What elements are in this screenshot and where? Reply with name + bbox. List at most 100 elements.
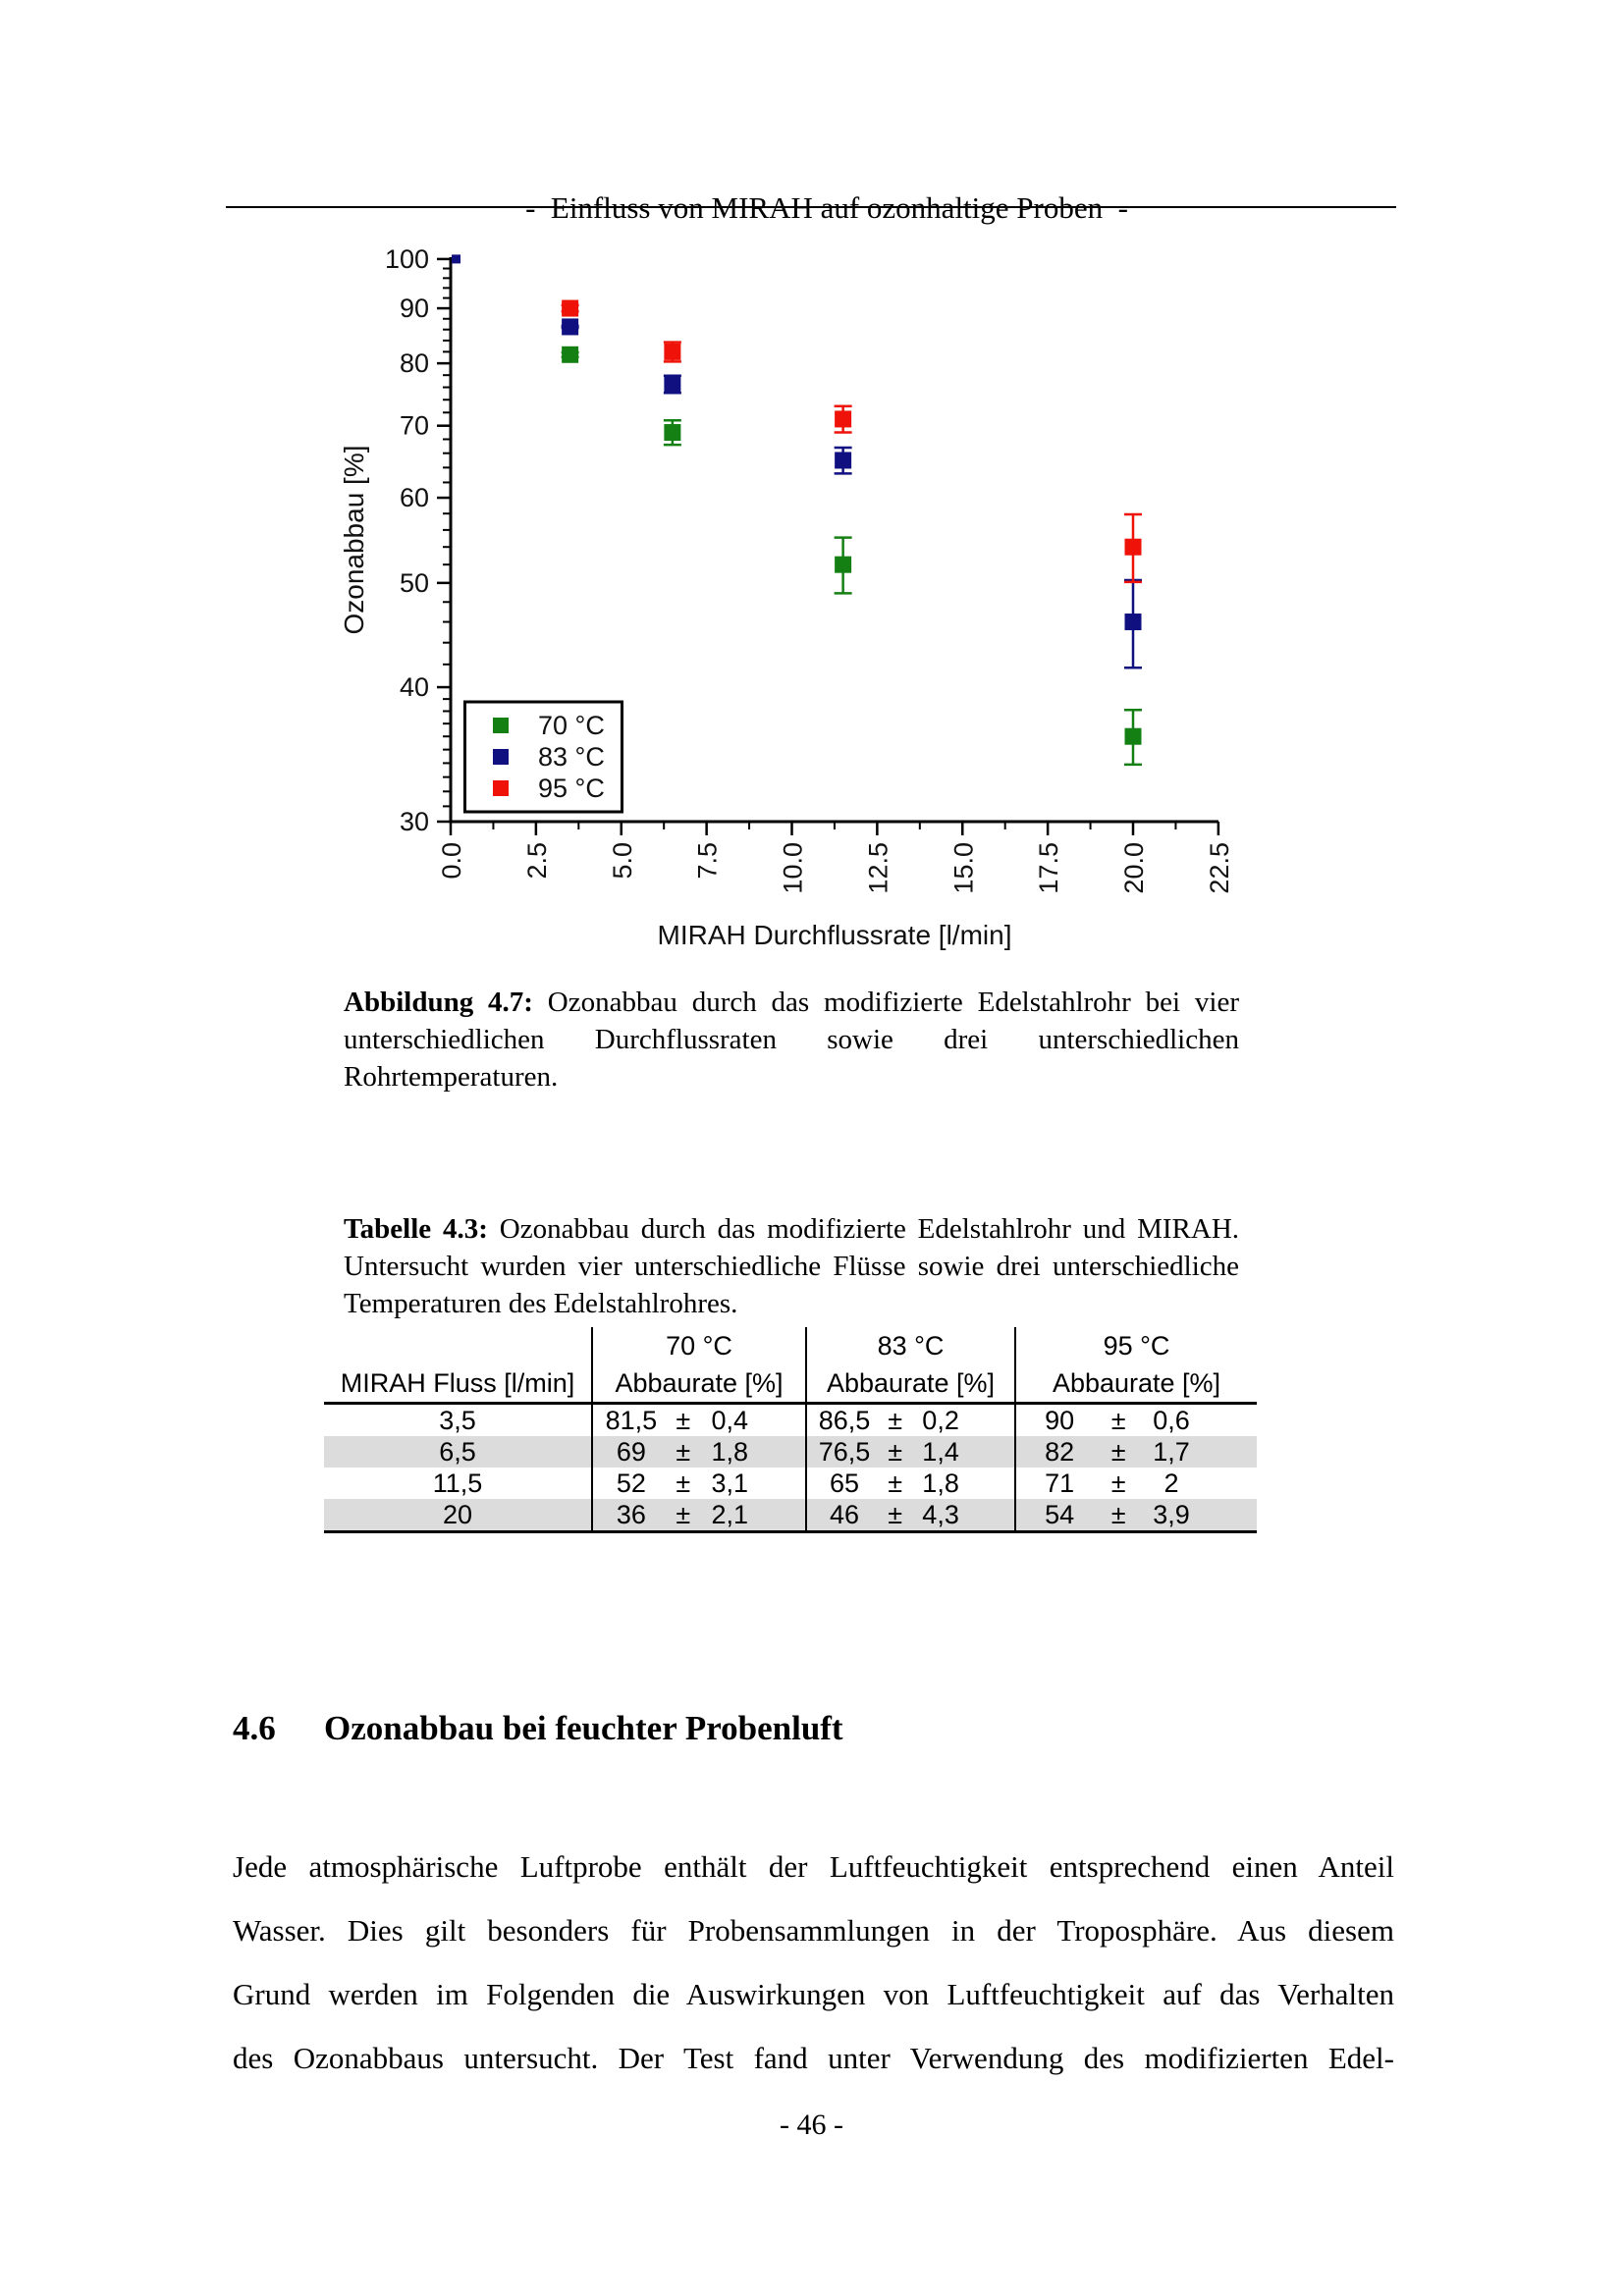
table-value: ± bbox=[676, 1468, 691, 1498]
table-value: 1,8 bbox=[711, 1437, 749, 1467]
table-caption: Tabelle 4.3: Ozonabbau durch das modifiz… bbox=[344, 1210, 1239, 1322]
data-point-origin bbox=[452, 254, 460, 264]
x-tick-label: 7.5 bbox=[693, 842, 723, 880]
legend-label: 95 °C bbox=[538, 774, 605, 803]
figure-caption-line: Abbildung 4.7: Ozonabbau durch das modif… bbox=[344, 984, 1239, 1021]
table-value: 3,9 bbox=[1153, 1500, 1190, 1529]
data-point bbox=[1124, 614, 1142, 631]
table-value: ± bbox=[888, 1500, 903, 1529]
y-axis-title: Ozonabbau [%] bbox=[339, 445, 369, 634]
table-value: ± bbox=[676, 1406, 691, 1435]
table-cell: 86,5 ±0,2 bbox=[805, 1405, 1014, 1436]
table-cell: Abbaurate [%] bbox=[805, 1364, 1014, 1402]
figure-caption-label: Abbildung 4.7: bbox=[344, 987, 533, 1018]
table-cell: 71 ±2 bbox=[1014, 1468, 1257, 1499]
table-cell: 20 bbox=[442, 1500, 473, 1529]
data-point bbox=[1124, 727, 1142, 745]
series-83C bbox=[561, 318, 1142, 669]
table-cell: 76,5 ±1,4 bbox=[805, 1436, 1014, 1468]
body-text-line: Jede atmosphärische Luftprobe enthält de… bbox=[233, 1849, 1394, 1884]
table-cell: 36 ±2,1 bbox=[591, 1499, 805, 1530]
data-point bbox=[1124, 538, 1142, 556]
figure-caption-line: Rohrtemperaturen. bbox=[344, 1061, 559, 1093]
table-cell: Abbaurate [%] bbox=[1014, 1364, 1257, 1402]
table-caption-line: Temperaturen des Edelstahlrohres. bbox=[344, 1288, 738, 1319]
x-tick-label: 2.5 bbox=[522, 842, 552, 880]
body-paragraph: Jede atmosphärische Luftprobe enthält de… bbox=[233, 1835, 1394, 2090]
table-cell: 52 ±3,1 bbox=[591, 1468, 805, 1499]
body-text-line: des Ozonabbaus untersucht. Der Test fand… bbox=[233, 2041, 1394, 2075]
table-value: ± bbox=[888, 1406, 903, 1435]
data-point bbox=[835, 452, 852, 469]
table-cell bbox=[324, 1327, 591, 1364]
table-value: 2 bbox=[1163, 1468, 1179, 1498]
table-value: 3,1 bbox=[711, 1468, 749, 1498]
table-value: 76,5 bbox=[818, 1437, 871, 1467]
table-cell: 6,5 bbox=[439, 1437, 476, 1467]
table-cell: 83 °C bbox=[805, 1327, 1014, 1364]
y-tick-label: 80 bbox=[400, 348, 429, 378]
table-row: 70 °C 83 °C 95 °C bbox=[324, 1327, 1257, 1364]
y-tick-label: 30 bbox=[400, 807, 429, 836]
figure-caption: Abbildung 4.7: Ozonabbau durch das modif… bbox=[344, 984, 1239, 1095]
x-tick-label: 10.0 bbox=[779, 842, 808, 894]
table-cell: 95 °C bbox=[1014, 1327, 1257, 1364]
data-point bbox=[835, 410, 852, 428]
data-point bbox=[664, 424, 681, 442]
table-value: 69 bbox=[616, 1437, 646, 1467]
x-tick-label: 20.0 bbox=[1119, 842, 1149, 894]
figure-caption-line: unterschiedlichen Durchflussraten sowie … bbox=[344, 1024, 1239, 1055]
table-caption-line: Untersucht wurden vier unterschiedliche … bbox=[344, 1251, 1239, 1282]
x-tick-label: 0.0 bbox=[437, 842, 466, 880]
table-cell: 65 ±1,8 bbox=[805, 1468, 1014, 1499]
table-cell: 90 ±0,6 bbox=[1014, 1405, 1257, 1436]
table-value: 36 bbox=[616, 1500, 646, 1529]
data-point bbox=[562, 299, 579, 317]
x-tick-label: 22.5 bbox=[1205, 842, 1234, 894]
data-table-4-3: 70 °C 83 °C 95 °C MIRAH Fluss [l/min] Abbaur… bbox=[324, 1327, 1257, 1533]
data-point bbox=[664, 343, 681, 360]
section-heading: 4.6 Ozonabbau bei feuchter Probenluft bbox=[233, 1709, 843, 1748]
data-point bbox=[664, 375, 681, 393]
chart-legend: 70 °C83 °C95 °C bbox=[463, 700, 623, 814]
table-caption-line: Tabelle 4.3: Ozonabbau durch das modifiz… bbox=[344, 1210, 1239, 1248]
table-value: 86,5 bbox=[818, 1406, 871, 1435]
table-value: 81,5 bbox=[605, 1406, 658, 1435]
header-rule bbox=[226, 206, 1396, 208]
table-value: ± bbox=[676, 1500, 691, 1529]
y-tick-label: 50 bbox=[400, 568, 429, 598]
table-row: 11,5 52 ±3,1 65 ±1,8 71 ±2 bbox=[324, 1468, 1257, 1499]
table-value: ± bbox=[888, 1437, 903, 1467]
table-value: 1,4 bbox=[922, 1437, 959, 1467]
table-cell: 54 ±3,9 bbox=[1014, 1499, 1257, 1530]
ozonabbau-chart: 0.0 2.5 5.0 7.5 10.0 12.5 15.0 17.5 20.0 22.5 30 40… bbox=[339, 244, 1234, 950]
data-point bbox=[562, 318, 579, 336]
section-number: 4.6 bbox=[233, 1709, 276, 1747]
table-value: ± bbox=[1110, 1468, 1126, 1498]
table-row: 6,5 69 ±1,8 76,5 ±1,4 82 ±1,7 bbox=[324, 1436, 1257, 1468]
table-caption-text: Ozonabbau durch das modifizierte Edelsta… bbox=[499, 1213, 1240, 1245]
x-tick-label: 15.0 bbox=[948, 842, 978, 894]
table-cell: 11,5 bbox=[432, 1468, 483, 1498]
data-point bbox=[835, 556, 852, 573]
table-value: ± bbox=[676, 1437, 691, 1467]
table-value: ± bbox=[1110, 1500, 1126, 1529]
legend-marker bbox=[493, 749, 509, 765]
y-tick-label: 90 bbox=[400, 294, 429, 323]
table-value: 4,3 bbox=[922, 1500, 959, 1529]
legend-label: 83 °C bbox=[538, 742, 605, 772]
table-cell: 69 ±1,8 bbox=[591, 1436, 805, 1468]
y-tick-label: 40 bbox=[400, 672, 429, 702]
y-tick-label: 60 bbox=[400, 483, 429, 512]
table-value: 0,4 bbox=[711, 1406, 749, 1435]
table-value: 2,1 bbox=[711, 1500, 749, 1529]
table-cell: MIRAH Fluss [l/min] bbox=[340, 1368, 575, 1398]
table-cell: 82 ±1,7 bbox=[1014, 1436, 1257, 1468]
figure-caption-text: Ozonabbau durch das modifizierte Edelsta… bbox=[547, 987, 1240, 1018]
table-value: 90 bbox=[1045, 1406, 1075, 1435]
table-value: 0,6 bbox=[1153, 1406, 1190, 1435]
x-tick-label: 5.0 bbox=[608, 842, 637, 880]
table-value: 1,8 bbox=[922, 1468, 959, 1498]
table-value: ± bbox=[888, 1468, 903, 1498]
series-95C bbox=[561, 299, 1142, 584]
